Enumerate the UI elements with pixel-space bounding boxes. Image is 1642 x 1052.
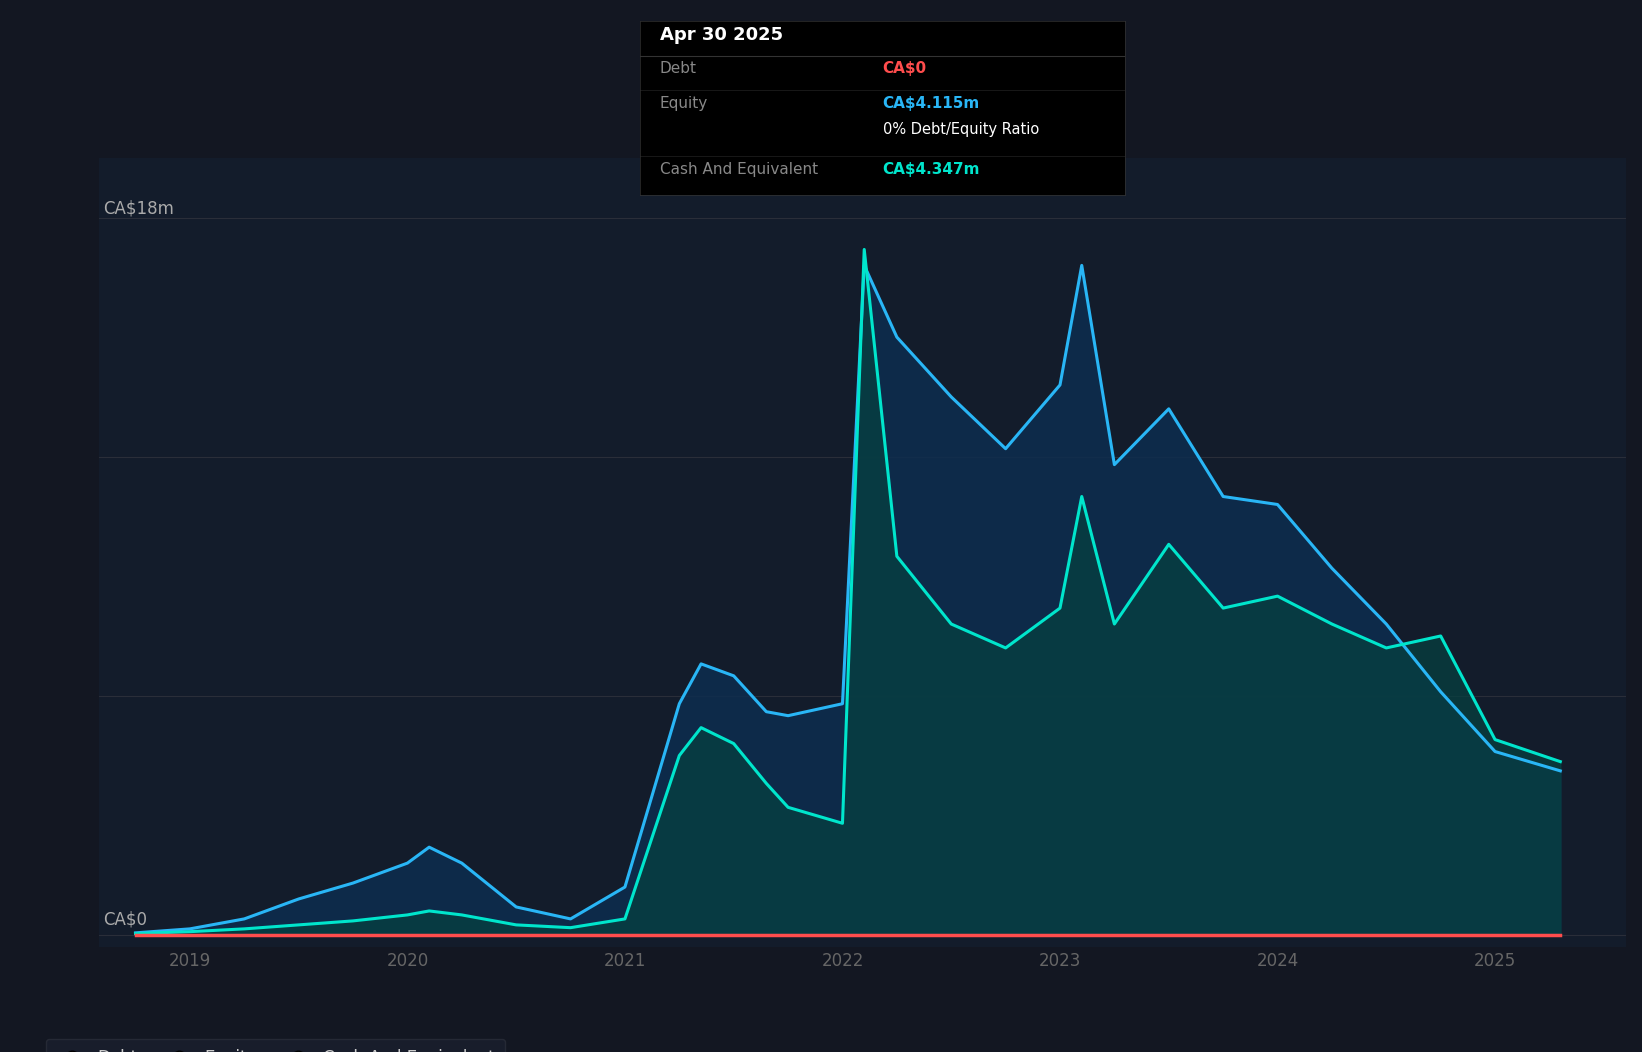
Text: 0% Debt/Equity Ratio: 0% Debt/Equity Ratio bbox=[883, 122, 1039, 137]
Text: CA$4.347m: CA$4.347m bbox=[883, 162, 980, 177]
Text: Apr 30 2025: Apr 30 2025 bbox=[660, 26, 783, 44]
Text: CA$0: CA$0 bbox=[883, 61, 926, 76]
Text: Cash And Equivalent: Cash And Equivalent bbox=[660, 162, 818, 177]
Legend: Debt, Equity, Cash And Equivalent: Debt, Equity, Cash And Equivalent bbox=[46, 1038, 504, 1052]
Text: CA$18m: CA$18m bbox=[103, 200, 174, 218]
Text: CA$0: CA$0 bbox=[103, 911, 146, 929]
Text: Equity: Equity bbox=[660, 96, 708, 110]
Text: CA$4.115m: CA$4.115m bbox=[883, 96, 980, 110]
Text: Debt: Debt bbox=[660, 61, 696, 76]
